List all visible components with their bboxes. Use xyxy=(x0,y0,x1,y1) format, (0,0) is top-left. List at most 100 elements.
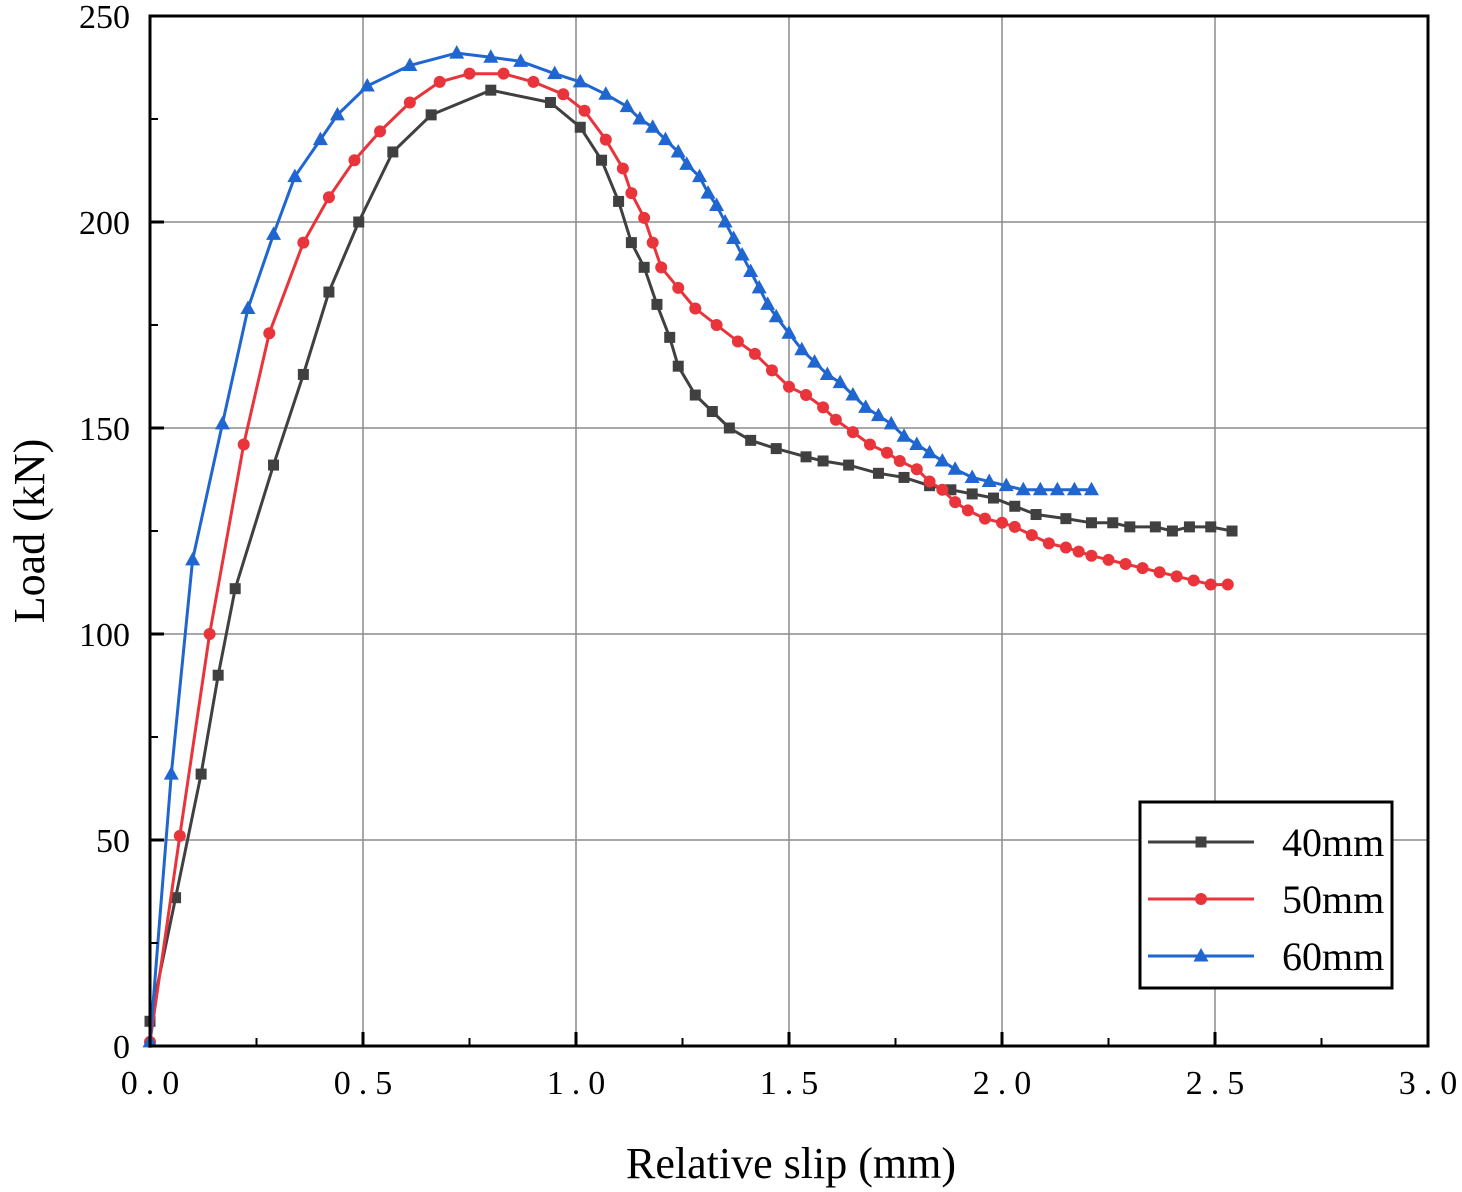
y-tick-label: 250 xyxy=(79,0,130,36)
data-point-50mm xyxy=(1102,553,1115,566)
data-point-50mm xyxy=(996,516,1008,529)
data-point-60mm xyxy=(240,300,256,315)
data-point-50mm xyxy=(731,335,744,348)
data-point-40mm xyxy=(195,768,207,780)
data-point-40mm xyxy=(425,109,437,121)
data-point-60mm xyxy=(670,143,686,158)
data-point-40mm xyxy=(745,434,757,446)
data-point-60mm xyxy=(700,185,716,199)
data-point-50mm xyxy=(949,496,962,509)
data-point-50mm xyxy=(173,829,186,842)
y-tick-label: 100 xyxy=(79,617,130,654)
data-point-40mm xyxy=(353,216,365,228)
data-point-50mm xyxy=(655,261,668,274)
data-point-60mm xyxy=(896,428,912,442)
x-tick-label: 1.5 xyxy=(760,1065,827,1102)
data-point-60mm xyxy=(1083,481,1099,496)
data-point-50mm xyxy=(527,75,540,88)
data-point-60mm xyxy=(819,366,835,380)
data-point-40mm xyxy=(800,451,812,463)
data-point-40mm xyxy=(297,368,309,380)
data-point-50mm xyxy=(557,88,570,101)
data-point-40mm xyxy=(1060,513,1072,525)
data-point-50mm xyxy=(374,125,387,138)
data-point-50mm xyxy=(599,133,612,146)
data-point-50mm xyxy=(646,236,659,249)
legend-label-40mm: 40mm xyxy=(1282,820,1384,865)
axes: 0.0 0.5 1.0 1.5 2.0 2.5 3.0 0 50 100 150 200 250 xyxy=(79,0,1457,1102)
data-point-40mm xyxy=(574,121,586,133)
data-point-40mm xyxy=(596,154,608,166)
data-point-60mm xyxy=(709,197,725,212)
data-point-60mm xyxy=(794,341,810,356)
y-tick-label: 150 xyxy=(79,411,130,448)
y-tick-label: 50 xyxy=(96,823,130,860)
data-point-60mm xyxy=(632,111,648,125)
data-point-60mm xyxy=(909,436,925,450)
data-point-50mm xyxy=(1042,537,1055,550)
data-point-50mm xyxy=(978,512,991,525)
data-point-40mm xyxy=(843,459,855,471)
data-point-60mm xyxy=(751,279,767,294)
data-point-50mm xyxy=(689,302,702,315)
data-point-60mm xyxy=(312,131,328,146)
data-point-60mm xyxy=(598,86,614,100)
data-point-60mm xyxy=(513,53,529,67)
data-point-60mm xyxy=(266,226,282,240)
legend: 40mm 50mm 60mm xyxy=(1138,800,1394,990)
data-point-60mm xyxy=(998,477,1014,492)
data-point-40mm xyxy=(170,892,182,904)
legend-label-60mm: 60mm xyxy=(1282,934,1384,979)
data-point-50mm xyxy=(463,67,476,80)
data-point-50mm xyxy=(497,67,510,80)
data-point-60mm xyxy=(726,230,742,244)
data-point-40mm xyxy=(1205,521,1217,533)
data-point-40mm xyxy=(625,237,637,249)
data-point-40mm xyxy=(613,195,625,207)
data-point-60mm xyxy=(163,766,179,780)
data-point-60mm xyxy=(832,374,848,389)
y-axis-title: Load (kN) xyxy=(5,439,54,624)
series-50mm xyxy=(144,67,1234,1048)
data-point-60mm xyxy=(547,65,563,80)
data-point-60mm xyxy=(717,214,733,228)
legend-marker-50mm xyxy=(1195,893,1207,905)
data-point-60mm xyxy=(807,354,823,368)
data-point-40mm xyxy=(268,459,280,471)
data-point-40mm xyxy=(872,467,884,479)
data-point-50mm xyxy=(1136,562,1149,575)
data-point-60mm xyxy=(1066,481,1082,496)
data-point-60mm xyxy=(947,461,963,475)
data-point-60mm xyxy=(359,78,375,92)
data-point-40mm xyxy=(651,298,663,310)
data-point-50mm xyxy=(1008,520,1021,533)
data-point-60mm xyxy=(572,73,588,88)
data-point-40mm xyxy=(485,84,497,96)
data-point-60mm xyxy=(657,131,673,146)
data-point-40mm xyxy=(1124,521,1136,533)
y-tick-label: 200 xyxy=(79,205,130,242)
legend-marker-60mm xyxy=(1193,948,1209,962)
data-point-60mm xyxy=(981,473,997,488)
data-point-40mm xyxy=(1149,521,1161,533)
data-point-50mm xyxy=(765,364,778,377)
data-point-40mm xyxy=(638,261,650,273)
data-point-40mm xyxy=(1085,517,1097,529)
data-point-50mm xyxy=(433,75,446,88)
data-point-50mm xyxy=(348,154,361,167)
data-point-40mm xyxy=(672,360,684,372)
data-point-60mm xyxy=(922,444,938,459)
x-tick-label: 2.0 xyxy=(973,1065,1040,1102)
data-point-50mm xyxy=(800,389,813,402)
data-point-60mm xyxy=(287,168,303,183)
data-point-50mm xyxy=(817,401,830,414)
data-point-60mm xyxy=(214,415,230,430)
data-point-50mm xyxy=(1025,529,1038,542)
data-point-50mm xyxy=(616,162,629,175)
data-point-50mm xyxy=(1221,578,1234,591)
data-point-40mm xyxy=(723,422,735,434)
legend-label-50mm: 50mm xyxy=(1282,877,1384,922)
data-point-50mm xyxy=(203,628,216,640)
data-point-40mm xyxy=(1183,521,1195,533)
